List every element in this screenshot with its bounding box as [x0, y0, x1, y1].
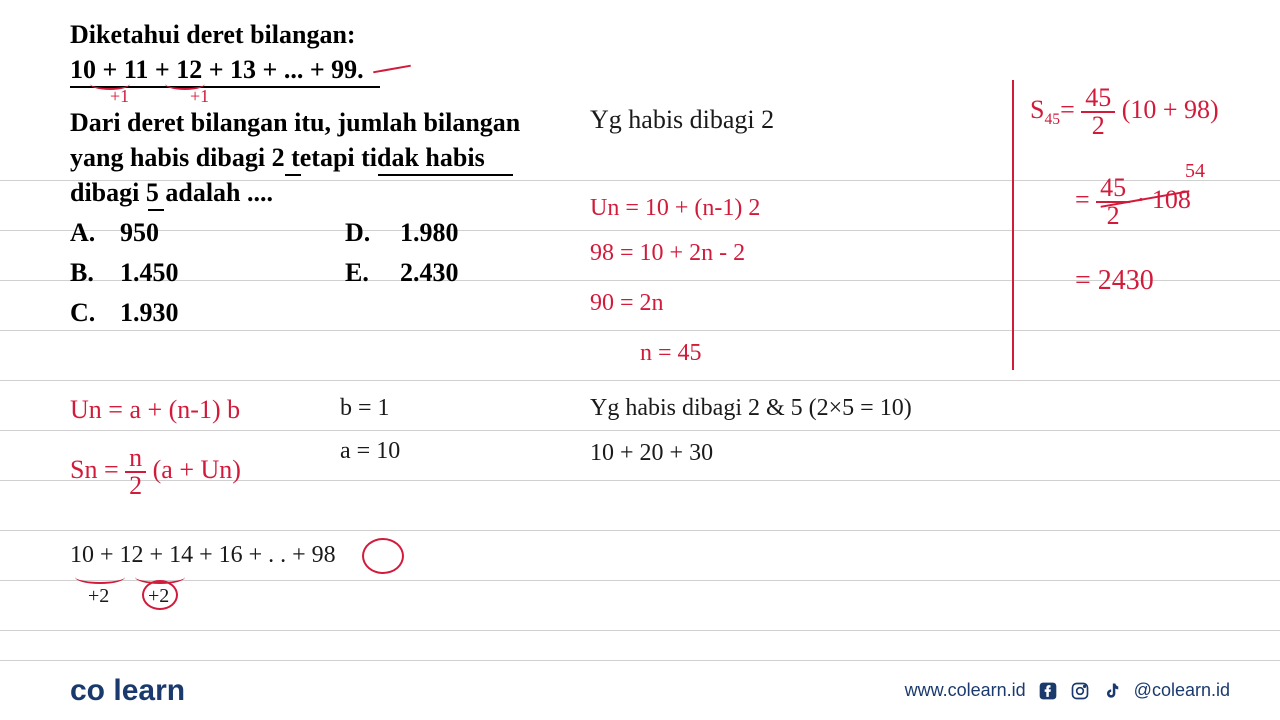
underline-tidak-habis: [378, 174, 513, 176]
question-line-5: dibagi 5 adalah ....: [70, 178, 273, 208]
option-d-label: D.: [345, 218, 370, 248]
a-equals: a = 10: [340, 438, 400, 465]
option-b-value: 1.450: [120, 258, 179, 288]
facebook-icon: [1038, 681, 1058, 701]
s45-paren: (10 + 98): [1122, 95, 1219, 124]
sn-num: n: [125, 445, 146, 473]
worksheet-page: Diketahui deret bilangan: 10 + 11 + 12 +…: [0, 0, 1280, 720]
ruled-line: [0, 630, 1280, 631]
circle-98: [362, 538, 404, 574]
option-c-value: 1.930: [120, 298, 179, 328]
ruled-line: [0, 380, 1280, 381]
series-bottom: 10 + 12 + 14 + 16 + . . + 98: [70, 542, 336, 569]
footer: co learn www.colearn.id @colearn.id: [0, 660, 1280, 720]
option-c-label: C.: [70, 298, 95, 328]
curve-1: [90, 78, 130, 90]
work-div25-series: 10 + 20 + 30: [590, 440, 713, 467]
logo-main: co: [70, 674, 105, 707]
option-a-value: 950: [120, 218, 159, 248]
footer-right: www.colearn.id @colearn.id: [905, 680, 1230, 701]
circle-plus2: [142, 580, 178, 610]
question-line-4: yang habis dibagi 2 tetapi tidak habis: [70, 143, 485, 173]
option-b-label: B.: [70, 258, 94, 288]
logo-rest: learn: [113, 674, 185, 707]
sum-result: = 2430: [1075, 265, 1154, 297]
question-line-3: Dari deret bilangan itu, jumlah bilangan: [70, 108, 520, 138]
sum-sup54: 54: [1185, 160, 1205, 183]
curve-2: [165, 78, 205, 90]
option-a-label: A.: [70, 218, 95, 248]
footer-handle: @colearn.id: [1134, 680, 1230, 701]
sn-prefix: Sn =: [70, 455, 125, 484]
s45-num: 45: [1081, 85, 1115, 113]
tiktok-icon: [1102, 681, 1122, 701]
instagram-icon: [1070, 681, 1090, 701]
underline-5: [148, 209, 164, 211]
strike-99: [373, 65, 411, 74]
ruled-line: [0, 530, 1280, 531]
work-div2-eq4: n = 45: [640, 340, 702, 367]
vertical-divider: [1012, 80, 1014, 370]
formula-un: Un = a + (n-1) b: [70, 395, 240, 425]
work-div2-title: Yg habis dibagi 2: [590, 105, 774, 135]
ruled-line: [0, 230, 1280, 231]
work-div2-eq1: Un = 10 + (n-1) 2: [590, 195, 760, 222]
work-div25-title: Yg habis dibagi 2 & 5 (2×5 = 10): [590, 395, 912, 422]
work-div2-eq2: 98 = 10 + 2n - 2: [590, 240, 745, 267]
option-e-value: 2.430: [400, 258, 459, 288]
b-equals: b = 1: [340, 395, 390, 422]
underline-2: [285, 174, 301, 176]
formula-sn: Sn = n2 (a + Un): [70, 445, 241, 499]
s45-s2-num: 45: [1096, 175, 1130, 203]
footer-url: www.colearn.id: [905, 680, 1026, 701]
ruled-line: [0, 330, 1280, 331]
logo: co learn: [70, 674, 185, 708]
step-plus2-a: +2: [88, 585, 109, 608]
sn-den: 2: [125, 473, 146, 499]
sum-s45: S45= 452 (10 + 98): [1030, 85, 1219, 139]
sn-paren: (a + Un): [153, 455, 241, 484]
option-e-label: E.: [345, 258, 369, 288]
curve-b1: [75, 570, 125, 584]
s45-den: 2: [1088, 113, 1109, 139]
option-d-value: 1.980: [400, 218, 459, 248]
question-line-1: Diketahui deret bilangan:: [70, 20, 356, 50]
work-div2-eq3: 90 = 2n: [590, 290, 664, 317]
ruled-line: [0, 430, 1280, 431]
ruled-line: [0, 580, 1280, 581]
